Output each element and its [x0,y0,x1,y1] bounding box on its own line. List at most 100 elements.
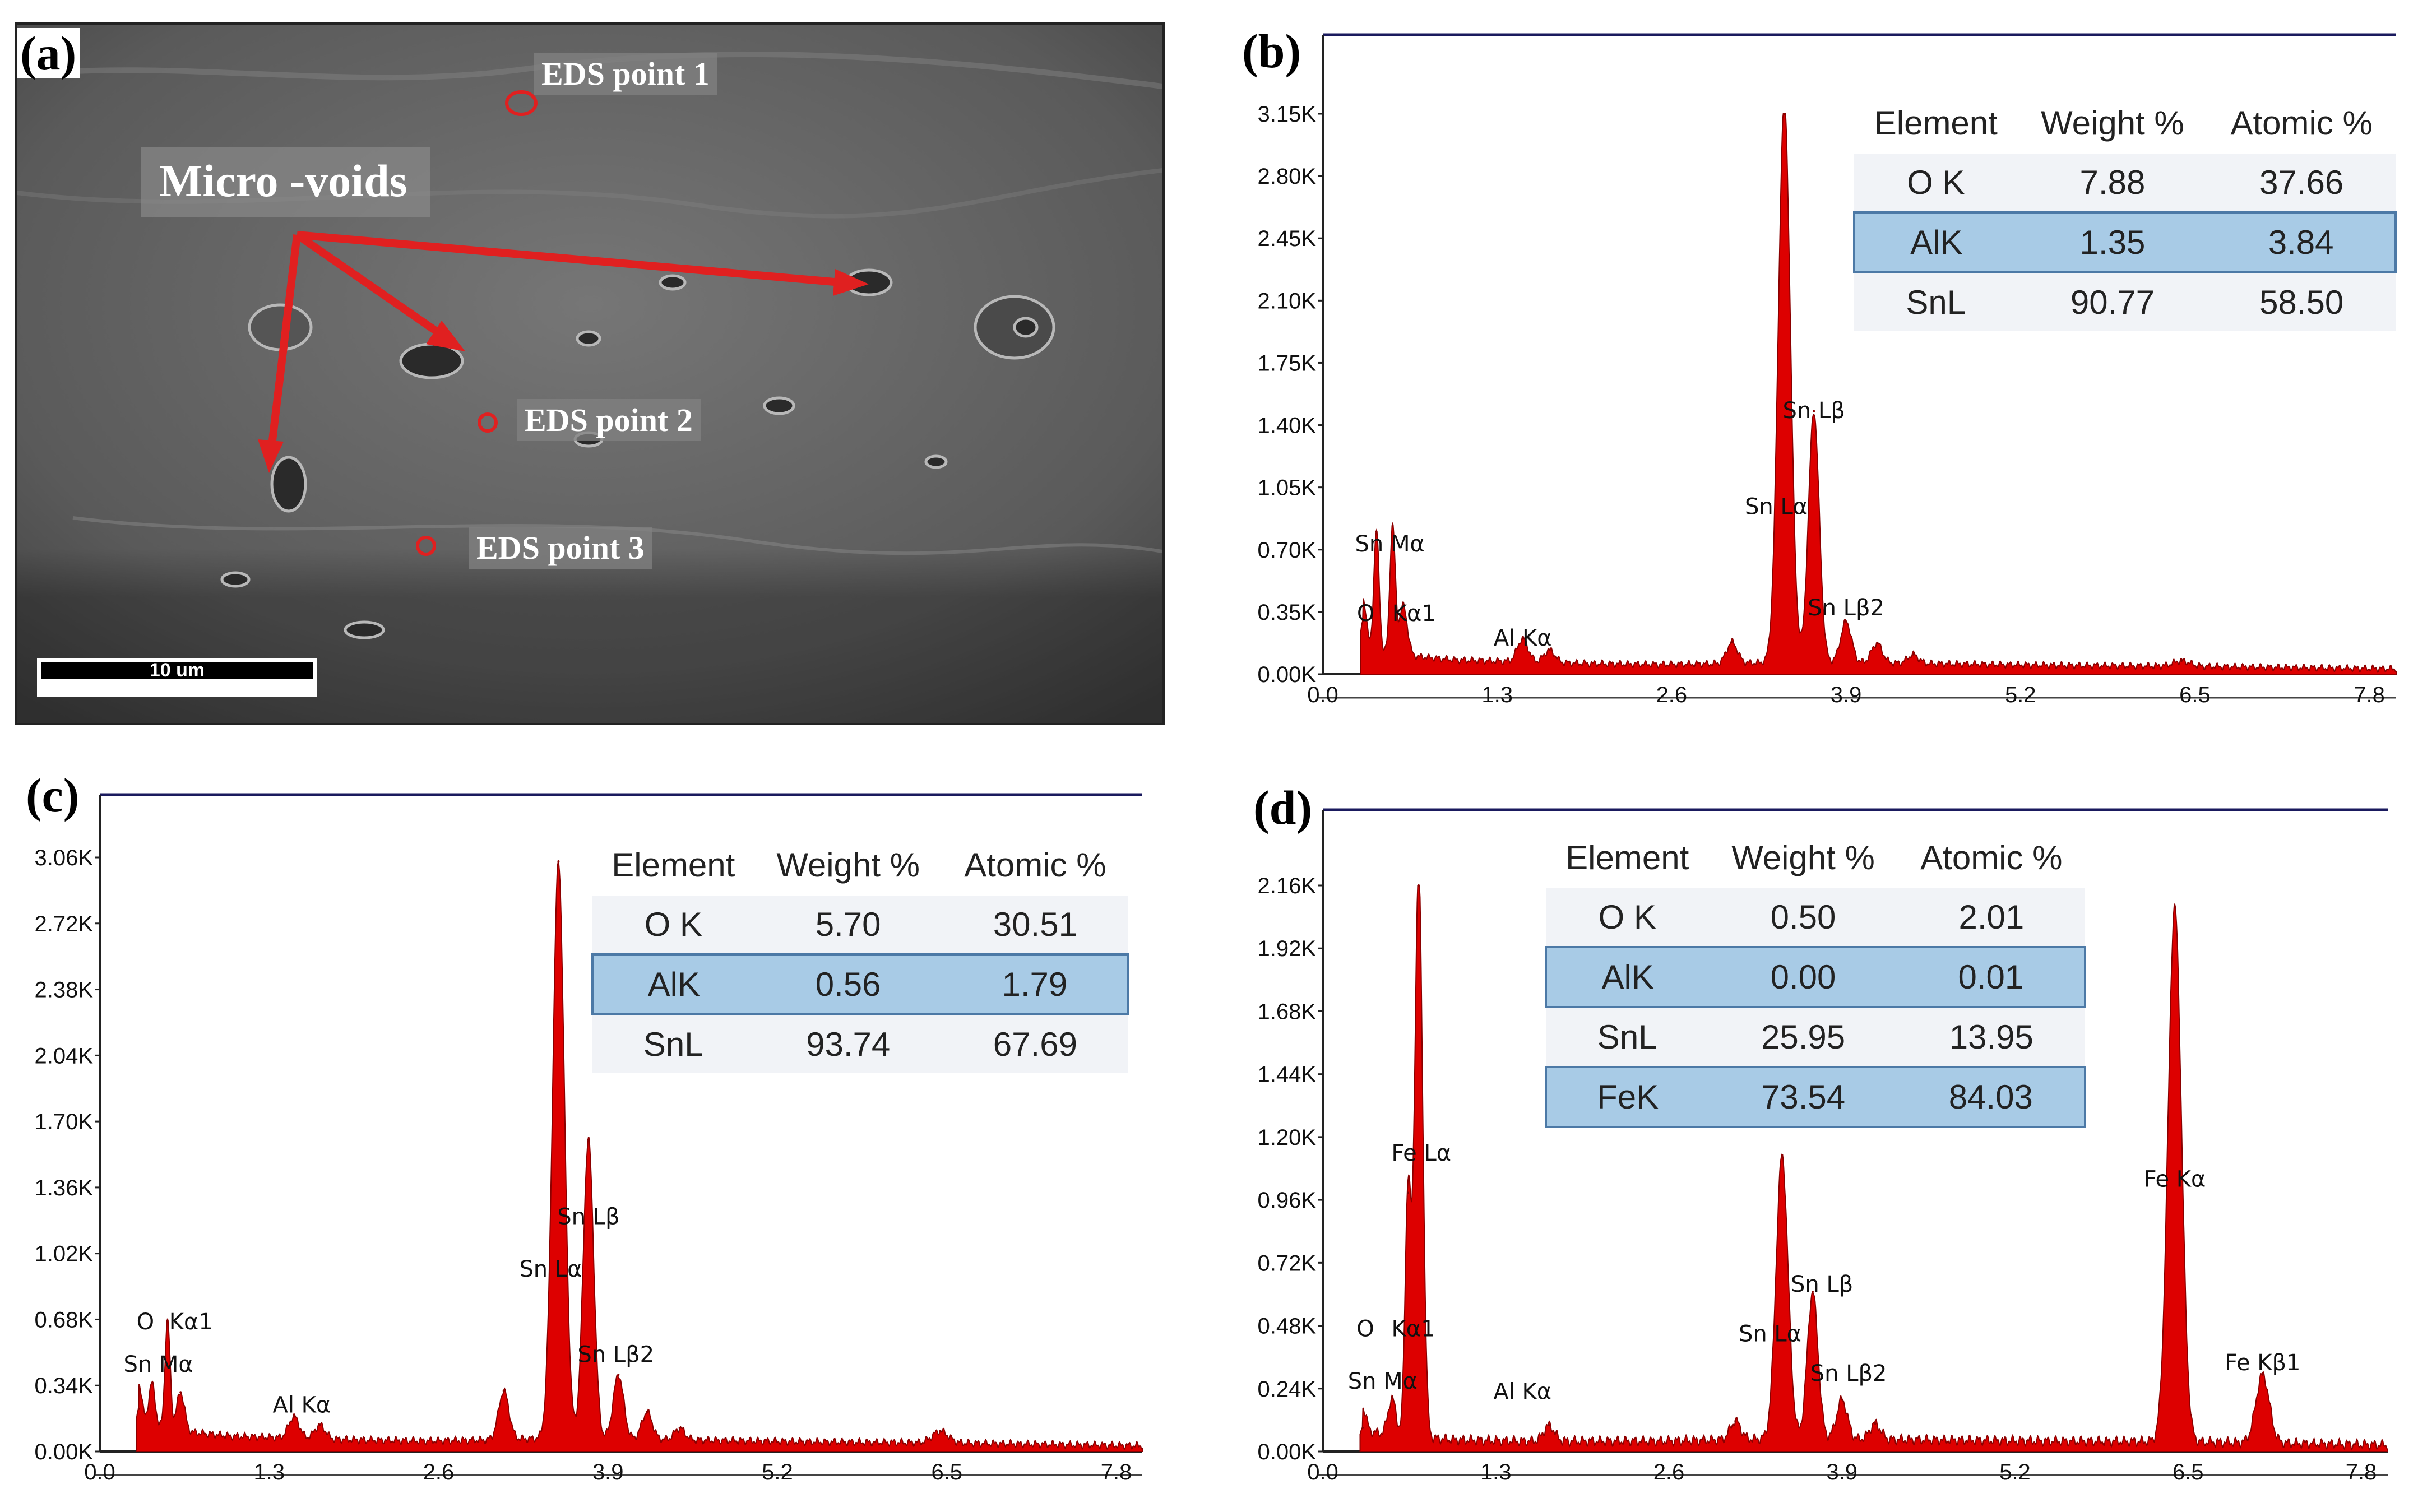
table-cell: 7.88 [2017,154,2208,212]
table-header-cell: Weight % [754,834,942,896]
table-cell: 0.50 [1708,888,1898,947]
table-header-row: Element Weight % Atomic % [1854,92,2396,154]
table-cell: SnL [1854,272,2018,331]
table-row: SnL 93.74 67.69 [592,1014,1128,1073]
peak-label: Sn Lα [1739,1321,1801,1347]
peak-marker [2180,660,2183,662]
peak-label: Sn Lβ2 [1810,1361,1887,1386]
peak-label: Sn Lβ [1782,398,1845,424]
table-cell: 58.50 [2207,272,2396,331]
spectrum-c-plot: 0.00K 0.34K 0.68K 1.02K 1.36K 1.70K 2.04K 2.38K… [34,793,1143,1485]
y-tick-label: 3.06K [34,846,93,870]
y-tick-label: 0.68K [34,1307,93,1332]
peak-marker [1402,604,1405,607]
peak-marker [646,1411,648,1413]
peak-label: Kα1 [1392,601,1436,627]
table-cell: 0.00 [1708,946,1898,1008]
x-tick-label: 5.2 [1999,1460,2031,1485]
peak-marker [1845,620,1847,623]
eds-point-3-label: EDS point 3 [469,527,652,569]
peak-marker [617,1374,620,1376]
peak-label: Al Kα [1493,1379,1551,1404]
table-cell: 67.69 [942,1014,1128,1073]
y-tick-label: 3.15K [1257,102,1316,127]
y-tick-label: 1.92K [1257,936,1316,961]
x-tick-label: 2.6 [1656,683,1688,707]
peak-marker [502,1389,505,1392]
table-cell: AlK [591,953,754,1015]
peak-label: Fe Kα [2144,1167,2206,1193]
y-tick-label: 2.10K [1257,289,1316,313]
y-tick-label: 0.00K [1257,662,1316,687]
y-tick-label: 0.00K [34,1440,93,1464]
peak-marker [1548,1424,1550,1427]
x-tick-label: 3.9 [1826,1460,1857,1485]
x-tick-label: 3.9 [592,1460,624,1485]
x-tick-label: 0.0 [84,1460,115,1485]
peak-marker [557,860,560,862]
spectrum-d-plot: 0.00K 0.24K 0.48K 0.72K 0.96K 1.20K 1.44K 1.68K… [1257,808,2388,1485]
table-header-cell: Weight % [2017,92,2208,154]
table-header-row: Element Weight % Atomic % [1546,827,2085,888]
table-header-cell: Atomic % [2207,92,2396,154]
peak-marker [678,1427,681,1430]
peak-marker [1734,1420,1737,1422]
table-row: AlK 0.56 1.79 [591,953,1130,1015]
peak-marker [166,1320,169,1323]
peak-label: Sn Lα [1745,494,1808,520]
spectrum-b: 0.00K 0.35K 0.70K 1.05K 1.40K 1.75K 2.10K 2.45K… [1211,11,2410,740]
eds-point-2-label: EDS point 2 [517,399,701,441]
peak-label: Sn Lβ [1791,1272,1853,1297]
table-cell: 37.66 [2207,154,2396,212]
peak-marker [1875,642,1878,644]
y-tick-label: 2.45K [1257,226,1316,251]
table-cell: SnL [592,1014,754,1073]
table-cell: 25.95 [1708,1007,1898,1067]
table-cell: 0.01 [1897,946,2087,1008]
y-tick-label: 1.05K [1257,476,1316,500]
table-cell: FeK [1544,1066,1709,1128]
x-tick-label: 1.3 [1481,683,1513,707]
table-row: AlK 0.00 0.01 [1544,946,2087,1008]
x-tick-label: 0.0 [1307,683,1338,707]
peak-marker [1391,1397,1393,1400]
y-tick-label: 1.75K [1257,351,1316,375]
spectrum-b-plot: 0.00K 0.35K 0.70K 1.05K 1.40K 1.75K 2.10K 2.45K… [1257,33,2397,707]
peak-label: Sn Lβ2 [577,1342,654,1368]
y-tick-label: 1.20K [1257,1125,1316,1150]
y-tick-label: 0.00K [1257,1440,1316,1464]
spectrum-d: 0.00K 0.24K 0.48K 0.72K 0.96K 1.20K 1.44K 1.68K… [1211,782,2410,1499]
peak-marker [587,1138,590,1141]
table-cell: 2.01 [1897,888,2085,947]
peak-marker [1361,619,1364,622]
peak-marker [1521,637,1524,640]
peak-marker [1874,1422,1877,1425]
peak-marker [1407,1191,1409,1194]
table-cell: 93.74 [754,1014,942,1073]
eds-markers [416,90,538,556]
peak-marker [1375,530,1378,533]
spectrum-c: 0.00K 0.34K 0.68K 1.02K 1.36K 1.70K 2.04K 2.38K… [6,768,1205,1496]
table-cell: AlK [1853,211,2018,273]
peak-marker [1418,884,1420,887]
peak-label: Kα1 [1391,1316,1435,1342]
table-header-row: Element Weight % Atomic % [592,834,1128,896]
spectrum-area [1360,113,2397,675]
table-cell: 84.03 [1897,1066,2087,1128]
y-tick-label: 2.38K [34,978,93,1003]
peak-marker [137,1407,140,1410]
x-tick-label: 0.0 [1307,1460,1338,1485]
table-row: SnL 25.95 13.95 [1546,1007,2085,1067]
composition-table-d: Element Weight % Atomic % O K 0.50 2.01 AlK 0.0… [1544,827,2087,1128]
composition-table-b: Element Weight % Atomic % O K 7.88 37.66 AlK 1.… [1853,92,2397,331]
x-tick-label: 1.3 [1480,1460,1512,1485]
table-cell: O K [592,896,754,954]
peak-label: Fe Lα [1391,1140,1451,1166]
panel-letter-c: (c) [22,770,83,820]
peak-label: Sn Lβ [557,1204,619,1230]
x-tick-label: 2.6 [1653,1460,1685,1485]
arrow-heads [258,269,869,473]
table-header-cell: Weight % [1708,827,1898,888]
peak-label: Al Kα [272,1393,331,1418]
table-cell: 5.70 [754,896,942,954]
